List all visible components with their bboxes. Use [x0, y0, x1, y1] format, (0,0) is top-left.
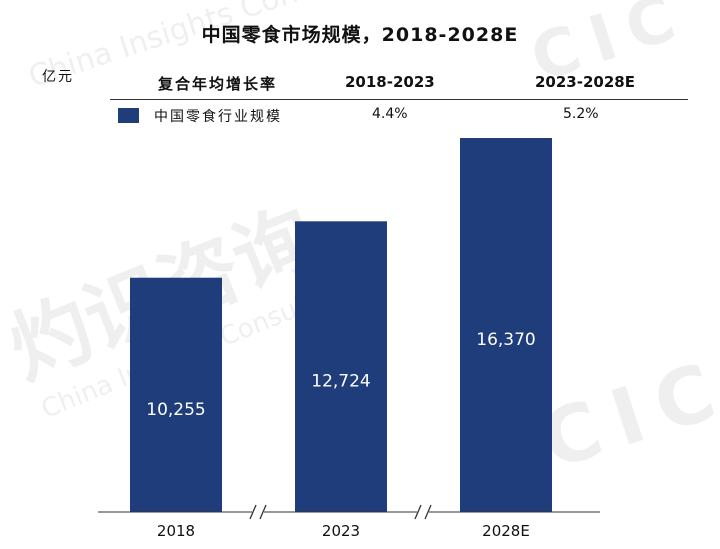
chart-title: 中国零食市场规模，2018-2028E: [201, 24, 519, 46]
axis-break-gap-1: [252, 509, 264, 515]
legend-swatch: [118, 108, 139, 123]
axis-break-slash-b-2: [424, 504, 432, 520]
axis-break-slash-b-1: [259, 504, 267, 520]
bar-2028E: [460, 138, 552, 512]
legend-label: 中国零食行业规模: [154, 109, 282, 125]
data-label-2023: 12,724: [311, 372, 370, 392]
x-tick-2028E: 2028E: [482, 522, 530, 540]
bar-2023: [295, 221, 387, 513]
x-tick-2018: 2018: [157, 522, 195, 540]
data-label-2028E: 16,370: [476, 330, 535, 350]
data-label-2018: 10,255: [146, 400, 205, 420]
cagr-value-1: 4.4%: [372, 106, 408, 122]
cagr-period-1: 2018-2023: [345, 73, 435, 91]
axis-break-gap-2: [417, 509, 429, 515]
cagr-period-2: 2023-2028E: [535, 73, 635, 91]
cagr-header-label: 复合年均增长率: [158, 75, 278, 93]
bar-2018: [130, 277, 222, 512]
cagr-value-2: 5.2%: [563, 106, 599, 122]
axis-break-slash-a-2: [414, 504, 422, 520]
unit-label: 亿元: [42, 69, 74, 85]
x-tick-2023: 2023: [322, 522, 360, 540]
cagr-header-rule: [110, 99, 688, 100]
axis-break-slash-a-1: [249, 504, 257, 520]
